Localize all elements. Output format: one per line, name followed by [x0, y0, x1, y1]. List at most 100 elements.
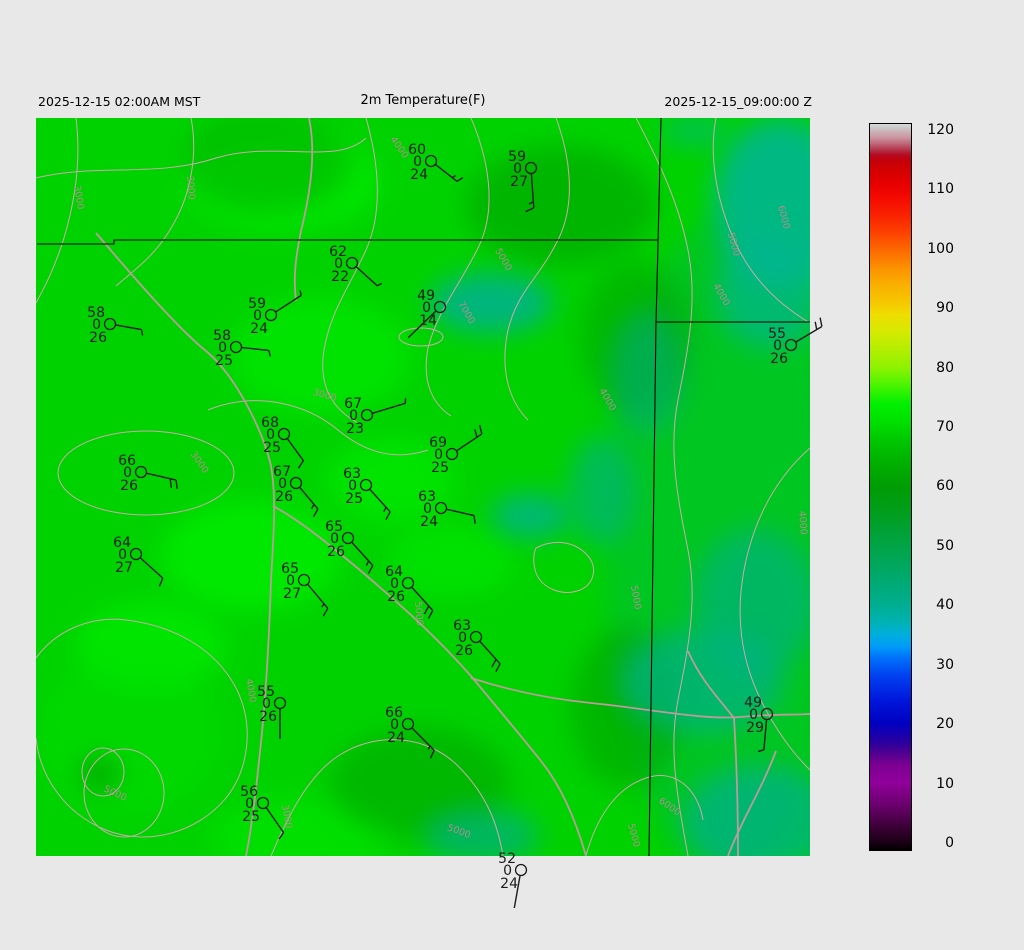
station-circle	[264, 308, 278, 322]
station-dewpoint: 23	[346, 421, 364, 437]
contour-elevation-label: 3000	[71, 185, 86, 211]
station-temperature: 59	[248, 296, 266, 312]
station-circle	[445, 447, 459, 461]
station-dewpoint: 26	[387, 589, 405, 605]
valid-time-local: 2025-12-15 02:00AM MST	[38, 94, 201, 109]
elevation-contour-ring	[81, 747, 125, 797]
county-boundary	[37, 239, 658, 245]
station-temperature: 55	[768, 326, 786, 342]
station-circle	[256, 796, 270, 810]
station-temperature: 63	[453, 618, 471, 634]
wind-barb	[446, 508, 476, 524]
county-boundary-layer	[37, 117, 810, 857]
station-sky-cover: 0	[123, 465, 132, 481]
station-circle	[760, 707, 774, 721]
wind-barb	[241, 346, 271, 357]
elevation-contour	[504, 118, 570, 421]
wind-barb	[299, 487, 319, 518]
station-sky-cover: 0	[413, 154, 422, 170]
temperature-shade-patch	[423, 808, 539, 856]
station-sky-cover: 0	[92, 317, 101, 333]
station-temperature: 62	[329, 244, 347, 260]
station-circle	[277, 427, 291, 441]
station-circle	[514, 863, 528, 877]
colorbar-tick-label: 90	[936, 300, 954, 317]
colorbar-tick-label: 60	[936, 478, 954, 495]
station-temperature: 69	[429, 435, 447, 451]
station-temperature: 58	[213, 328, 231, 344]
station-circle	[229, 340, 243, 354]
road-line	[470, 677, 810, 719]
wind-barb	[275, 290, 302, 313]
wind-barb	[146, 472, 178, 490]
station-dewpoint: 27	[510, 174, 528, 190]
temperature-shade-patch	[161, 501, 341, 611]
station-temperature: 66	[118, 453, 136, 469]
temperature-shade-patch	[429, 273, 553, 333]
colorbar-tick-label: 30	[936, 656, 954, 673]
station-dewpoint: 26	[89, 330, 107, 346]
elevation-contour	[115, 118, 195, 287]
station-sky-cover: 0	[458, 630, 467, 646]
elevation-contour	[322, 118, 378, 424]
map-area: 3000 3000 4000 5000 7000 3000 3000 4000 4000 5000…	[36, 117, 828, 918]
station-circle	[341, 531, 355, 545]
station-dewpoint: 24	[500, 876, 518, 892]
contour-elevation-label: 4000	[243, 678, 258, 704]
road-line	[95, 232, 276, 856]
temperature-shade-patch	[41, 653, 221, 813]
station-temperature: 56	[240, 784, 258, 800]
station-temperature: 64	[385, 564, 403, 580]
wind-barb	[407, 310, 437, 339]
elevation-contour	[533, 541, 595, 593]
station-temperature: 66	[385, 705, 403, 721]
station-dewpoint: 24	[387, 730, 405, 746]
station-sky-cover: 0	[390, 717, 399, 733]
road-layer	[95, 118, 810, 856]
elevation-contour-ring	[83, 748, 165, 838]
station-circle	[134, 465, 148, 479]
station-circle	[103, 317, 117, 331]
station-dewpoint: 26	[770, 351, 788, 367]
station-sky-cover: 0	[245, 796, 254, 812]
station-temperature: 65	[281, 561, 299, 577]
station-circle	[433, 300, 447, 314]
temperature-shade-patch	[231, 298, 411, 414]
station-circle	[129, 547, 143, 561]
colorbar-tick-label: 40	[936, 597, 954, 614]
station-dewpoint: 26	[120, 478, 138, 494]
station-dewpoint: 24	[250, 321, 268, 337]
station-temperature: 63	[343, 466, 361, 482]
station-temperature: 49	[744, 695, 762, 711]
station-sky-cover: 0	[773, 338, 782, 354]
station-sky-cover: 0	[262, 696, 271, 712]
wind-barb	[525, 173, 535, 213]
wind-barb	[435, 164, 464, 182]
station-sky-cover: 0	[423, 501, 432, 517]
station-sky-cover: 0	[434, 447, 443, 463]
colorbar-tick-label: 20	[936, 716, 954, 733]
wind-barb	[411, 587, 434, 619]
station-dewpoint: 25	[431, 460, 449, 476]
elevation-contour	[712, 118, 810, 324]
station-dewpoint: 25	[263, 440, 281, 456]
station-sky-cover: 0	[334, 256, 343, 272]
station-plot-layer: 6002459027620224901458026590245802555026…	[87, 142, 823, 918]
wind-barb	[356, 266, 383, 287]
station-dewpoint: 14	[419, 313, 437, 329]
temperature-map: 3000 300040005000700030003000400040005000…	[36, 117, 823, 918]
station-circle	[273, 696, 287, 710]
temperature-shade-patch	[619, 629, 783, 733]
station-dewpoint: 24	[420, 514, 438, 530]
elevation-contour	[36, 137, 367, 179]
